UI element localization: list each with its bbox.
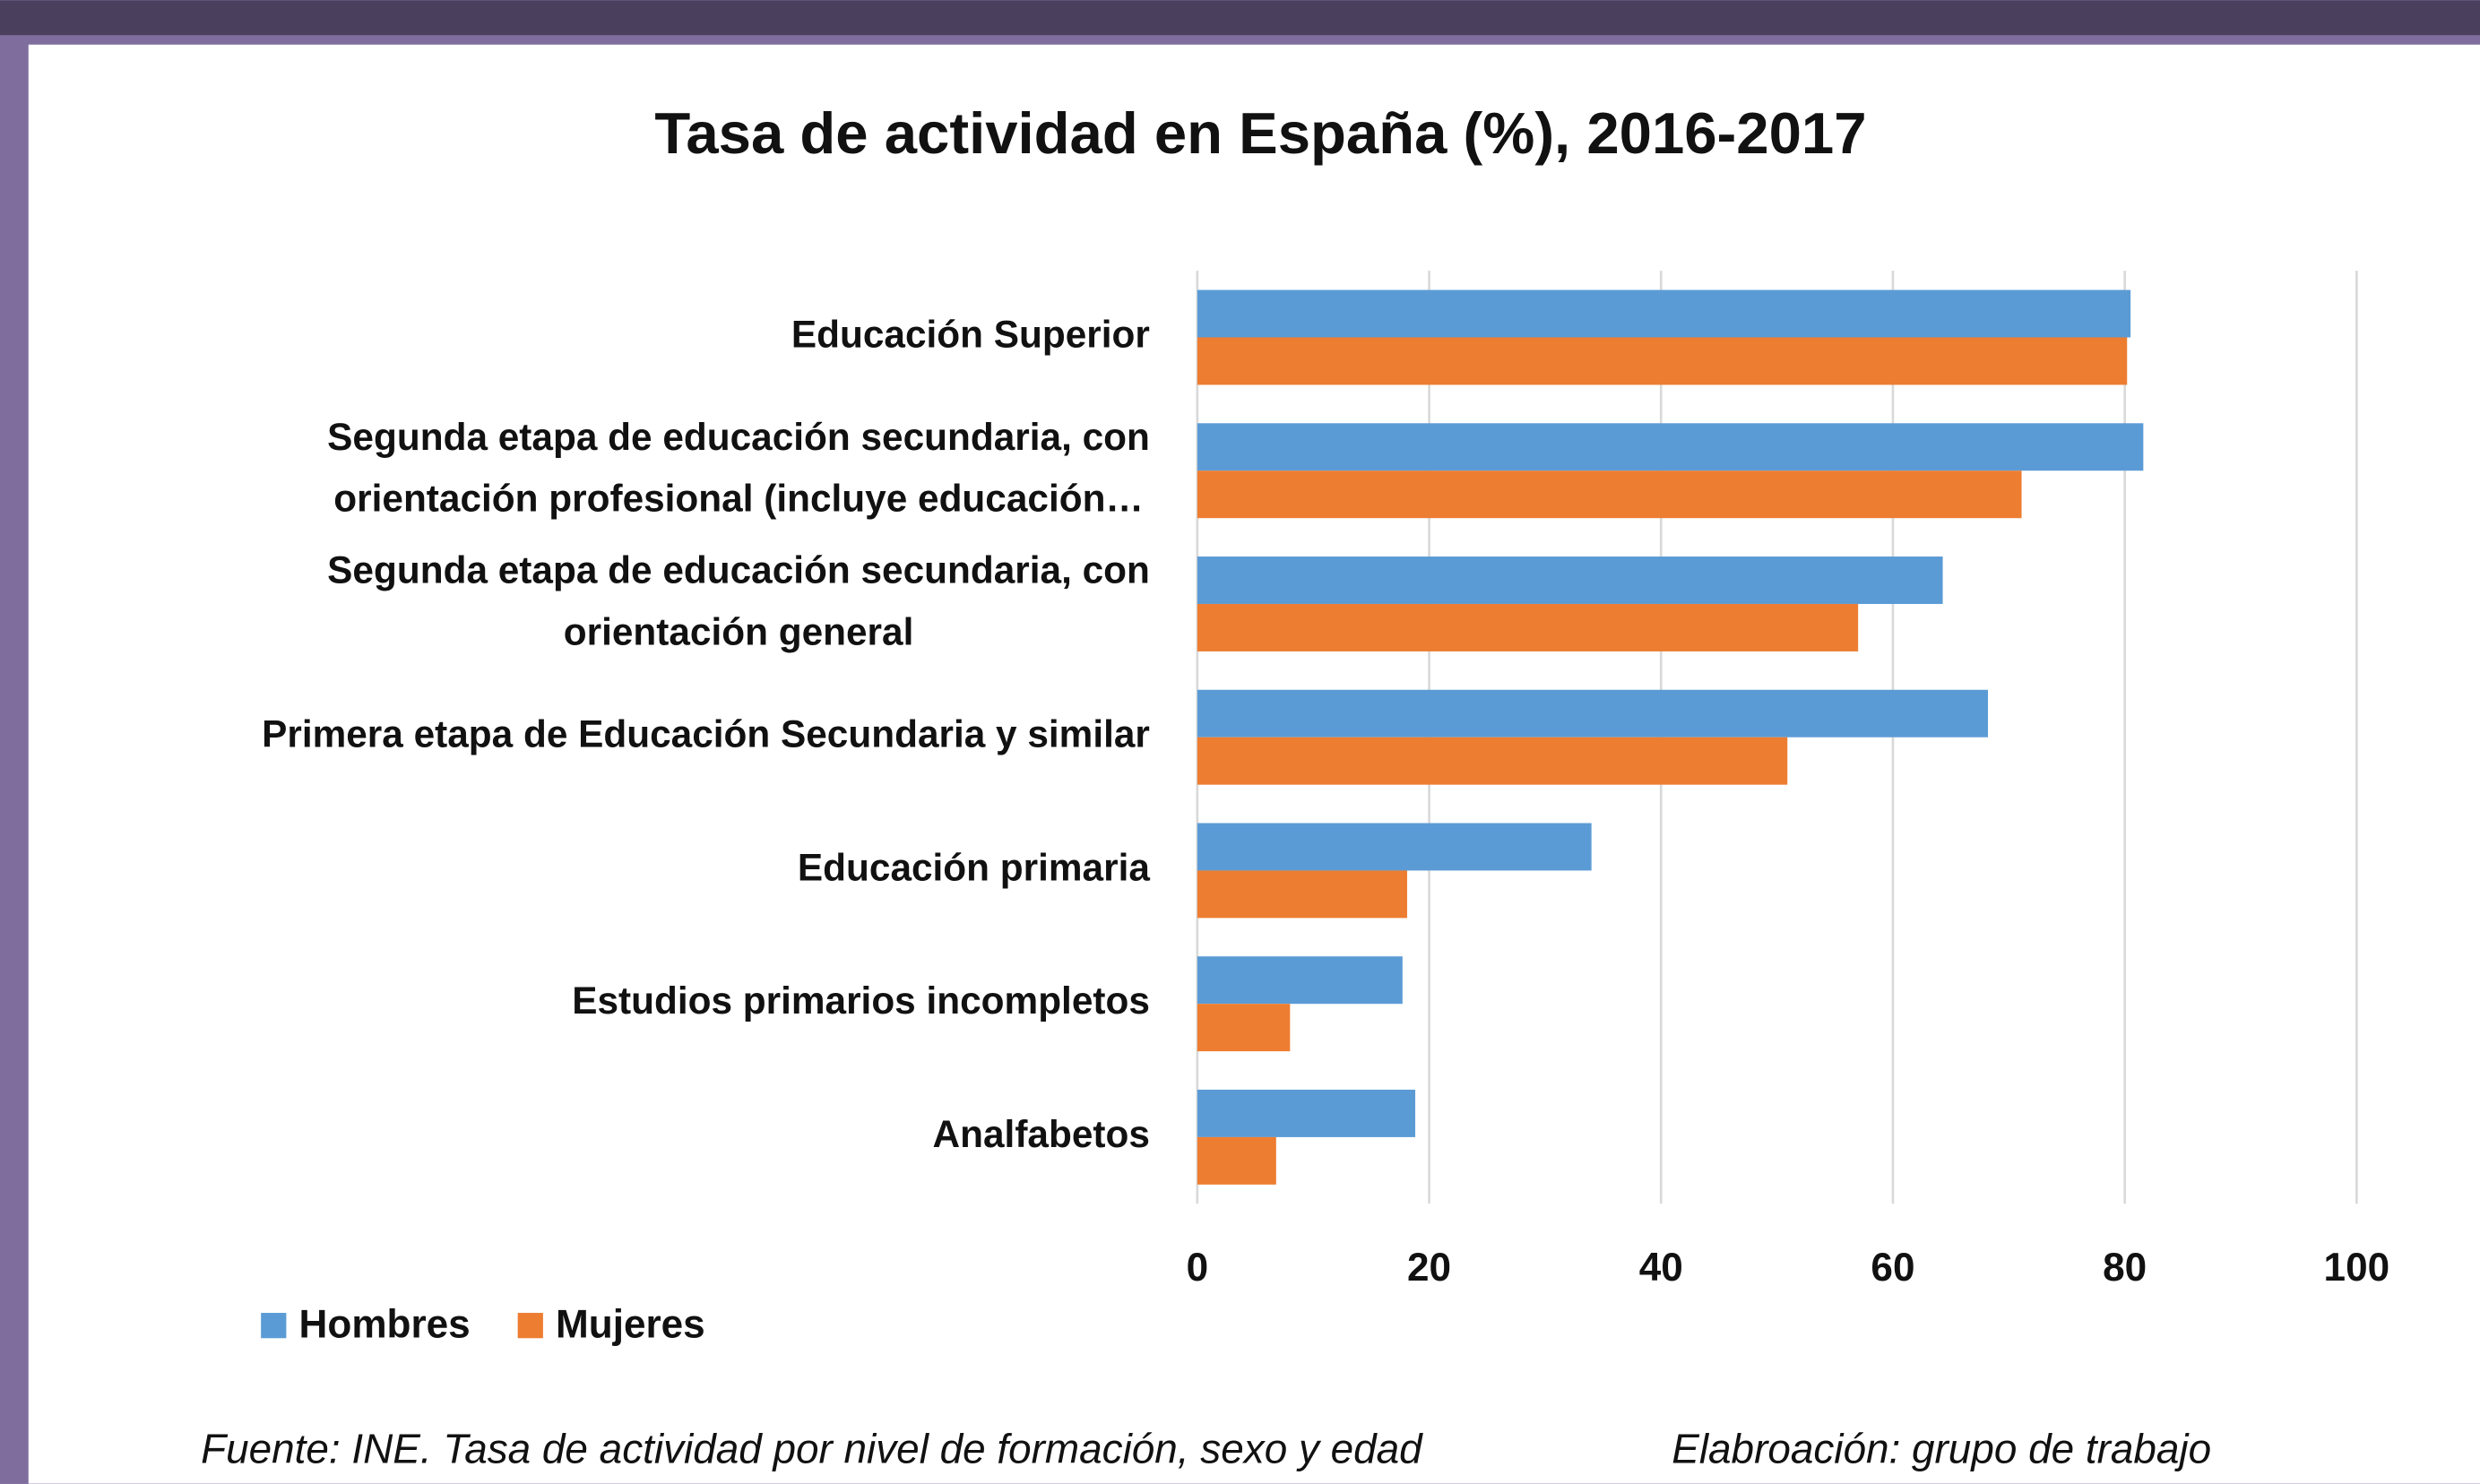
x-tick-label: 20 (1407, 1246, 1451, 1290)
bar (1197, 289, 2131, 338)
y-tick-label: Educación Superior (791, 314, 1150, 356)
legend-swatch (517, 1313, 543, 1339)
bar (1197, 823, 1592, 871)
legend-label: Mujeres (556, 1303, 705, 1347)
bar (1197, 603, 1859, 651)
x-tick-label: 60 (1871, 1246, 1914, 1290)
x-tick-label: 80 (2103, 1246, 2147, 1290)
y-tick-label-line: Estudios primarios incompletos (572, 979, 1150, 1022)
y-tick-label-line: Primera etapa de Educación Secundaria y … (262, 713, 1150, 755)
bar (1197, 1089, 1416, 1137)
x-tick-label: 100 (2324, 1246, 2390, 1290)
background-strip (0, 0, 2480, 36)
y-tick-label: Analfabetos (933, 1113, 1150, 1155)
bar (1197, 1004, 1291, 1052)
legend-label: Hombres (299, 1303, 471, 1347)
y-tick-label: Segunda etapa de educación secundaria, c… (327, 416, 1150, 520)
y-tick-label-line: Segunda etapa de educación secundaria, c… (327, 549, 1150, 591)
y-tick-label: Primera etapa de Educación Secundaria y … (262, 713, 1150, 755)
bar (1197, 737, 1788, 785)
legend-swatch (261, 1313, 287, 1339)
y-tick-label-line: Educación Superior (791, 314, 1150, 356)
bar (1197, 870, 1407, 919)
bar (1197, 556, 1943, 604)
x-tick-label: 40 (1639, 1246, 1683, 1290)
credit-note: Elabroación: grupo de trabajo (1672, 1425, 2211, 1471)
y-tick-label-line: Segunda etapa de educación secundaria, c… (327, 416, 1150, 458)
source-note: Fuente: INE. Tasa de actividad por nivel… (201, 1425, 1423, 1471)
y-tick-label-line: orientación general (564, 611, 914, 653)
y-tick-label-line: Educación primaria (798, 847, 1150, 889)
y-tick-label-line: Analfabetos (933, 1113, 1150, 1155)
bar (1197, 689, 1989, 738)
chart-title: Tasa de actividad en España (%), 2016-20… (654, 100, 1866, 166)
x-tick-label: 0 (1187, 1246, 1209, 1290)
bar (1197, 956, 1403, 1005)
bar (1197, 423, 2144, 471)
y-tick-label: Segunda etapa de educación secundaria, c… (327, 549, 1150, 653)
y-tick-label-line: orientación profesional (incluye educaci… (333, 478, 1144, 520)
y-tick-label: Educación primaria (798, 847, 1150, 889)
bar (1197, 470, 2022, 519)
y-tick-label: Estudios primarios incompletos (572, 979, 1150, 1022)
bar (1197, 337, 2128, 385)
bar (1197, 1136, 1276, 1185)
